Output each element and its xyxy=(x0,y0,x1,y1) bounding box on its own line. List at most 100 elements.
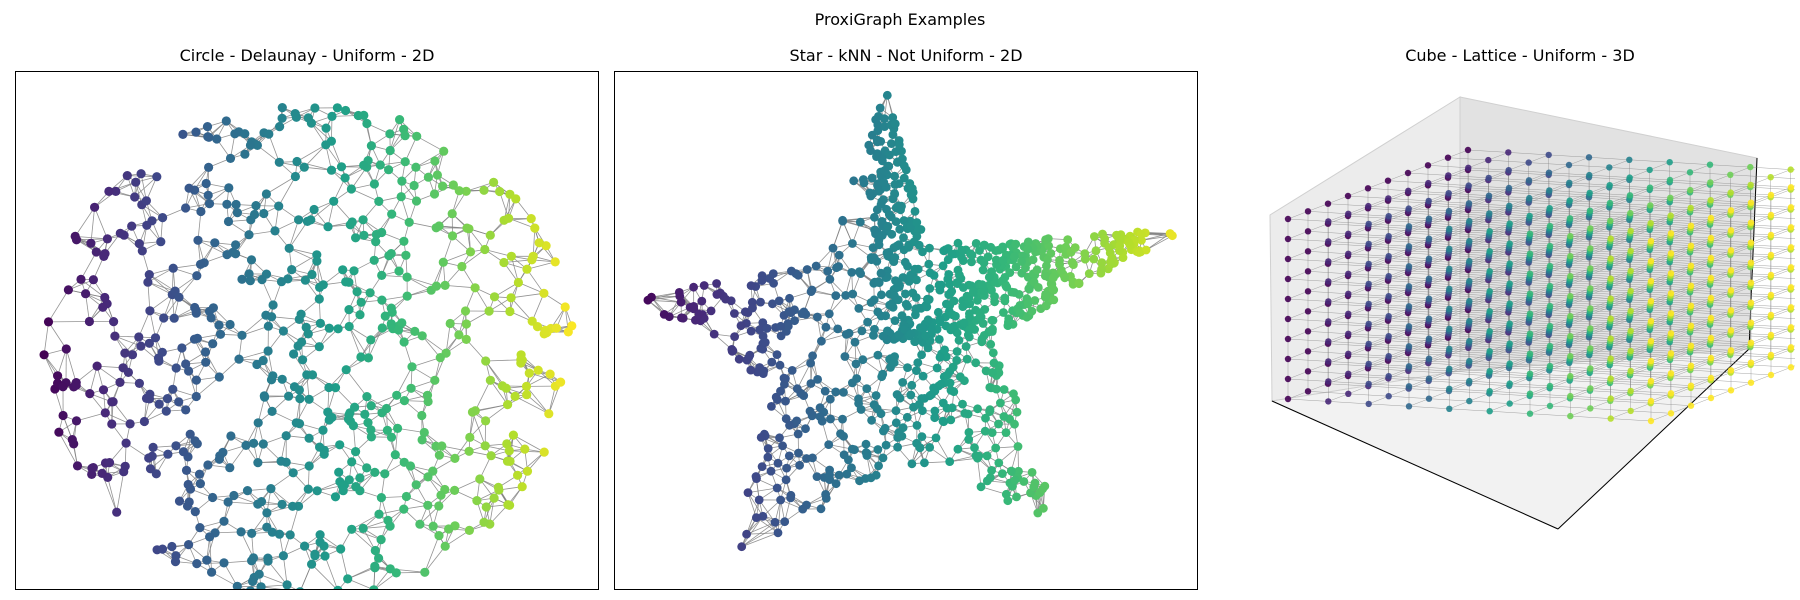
node xyxy=(246,586,255,589)
edge xyxy=(147,281,176,292)
node xyxy=(524,368,534,378)
edge xyxy=(304,144,327,168)
edge xyxy=(74,207,95,237)
edge xyxy=(270,488,293,507)
node xyxy=(110,331,120,341)
node xyxy=(417,435,427,445)
node xyxy=(303,484,313,494)
node xyxy=(526,214,536,224)
edge xyxy=(116,471,125,513)
node xyxy=(120,348,130,358)
node xyxy=(385,145,395,156)
edge xyxy=(80,251,97,280)
node xyxy=(244,269,254,279)
node xyxy=(121,438,131,448)
edge xyxy=(424,535,440,573)
node xyxy=(314,342,324,352)
edge xyxy=(517,451,545,476)
edge xyxy=(283,555,288,585)
edge xyxy=(411,357,441,368)
node xyxy=(184,366,194,376)
node xyxy=(127,350,138,360)
node xyxy=(259,208,269,219)
node xyxy=(358,523,368,533)
node xyxy=(127,221,137,231)
node xyxy=(274,157,284,167)
node xyxy=(528,251,538,261)
node xyxy=(550,257,560,267)
node xyxy=(141,196,151,206)
node xyxy=(212,134,222,144)
node xyxy=(380,469,390,479)
edge xyxy=(490,380,508,405)
node xyxy=(53,371,63,381)
node xyxy=(310,103,320,113)
edge xyxy=(345,369,368,397)
node xyxy=(387,209,397,219)
node xyxy=(406,383,416,393)
node xyxy=(244,230,254,240)
node xyxy=(154,356,164,366)
node xyxy=(168,384,178,394)
node xyxy=(397,176,407,186)
node xyxy=(134,239,144,249)
edge xyxy=(48,289,69,323)
node xyxy=(231,199,241,210)
edge xyxy=(89,365,98,394)
node xyxy=(304,461,314,471)
node xyxy=(510,391,520,401)
node xyxy=(539,447,549,457)
node xyxy=(294,419,305,429)
node xyxy=(297,337,307,347)
node xyxy=(262,522,272,532)
node xyxy=(395,115,405,125)
node xyxy=(545,369,555,379)
node xyxy=(85,389,95,399)
node xyxy=(256,497,267,507)
edge xyxy=(347,565,375,580)
node xyxy=(137,246,147,256)
node xyxy=(380,311,390,321)
node xyxy=(191,127,201,137)
node xyxy=(513,470,523,480)
node xyxy=(54,427,64,437)
node xyxy=(356,352,366,362)
node xyxy=(274,201,284,211)
edge xyxy=(57,348,67,376)
node xyxy=(268,371,278,381)
edge xyxy=(466,339,486,362)
node xyxy=(461,334,471,344)
node xyxy=(411,162,421,172)
edge xyxy=(389,119,400,151)
node xyxy=(465,247,476,257)
node xyxy=(464,224,474,234)
edge xyxy=(415,150,444,168)
edge xyxy=(511,292,544,299)
edge xyxy=(466,182,494,192)
node xyxy=(303,329,313,339)
node xyxy=(234,354,244,364)
edge xyxy=(266,176,296,195)
node xyxy=(321,140,331,150)
edge xyxy=(140,173,147,201)
node xyxy=(399,396,409,406)
node xyxy=(386,303,396,313)
node xyxy=(400,131,410,141)
node xyxy=(399,236,409,246)
node xyxy=(294,215,304,225)
node xyxy=(224,183,234,193)
node xyxy=(489,177,499,187)
node xyxy=(315,318,325,328)
node xyxy=(278,551,288,561)
node xyxy=(472,496,482,506)
node xyxy=(318,280,328,290)
node xyxy=(262,508,272,518)
node xyxy=(399,337,409,347)
node xyxy=(245,140,256,150)
node xyxy=(503,400,513,410)
node xyxy=(289,349,299,359)
node xyxy=(208,492,218,503)
edge xyxy=(96,365,121,383)
edge xyxy=(271,316,300,320)
node xyxy=(505,456,515,466)
